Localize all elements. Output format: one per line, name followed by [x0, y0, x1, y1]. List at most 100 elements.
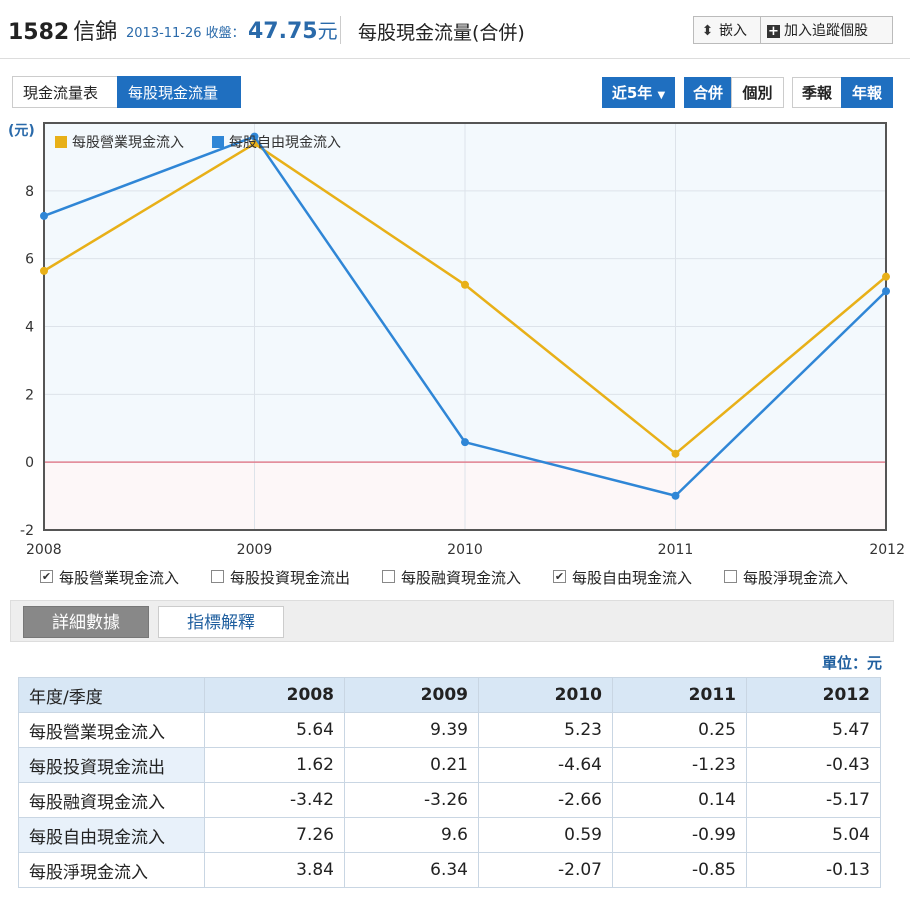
table-cell: -5.17 — [746, 782, 881, 818]
legend-label: 每股營業現金流入 — [72, 135, 184, 151]
toggle-consolidated[interactable]: 合併 — [684, 77, 732, 108]
series-toggle-operating[interactable]: ✔ 每股營業現金流入 — [40, 568, 179, 588]
series-toggle-label: 每股融資現金流入 — [401, 569, 522, 587]
x-tick-label: 2009 — [237, 542, 273, 558]
page-title: 每股現金流量(合併) — [358, 22, 525, 44]
header-rule — [0, 58, 910, 59]
table-cell: 1.62 — [204, 747, 345, 783]
table-header-cell: 2008 — [204, 677, 345, 713]
table-cell: 6.34 — [344, 852, 479, 888]
table-cell: -0.43 — [746, 747, 881, 783]
toggle-individual[interactable]: 個別 — [731, 77, 784, 108]
table-cell: 9.39 — [344, 712, 479, 748]
series-toggle-label: 每股自由現金流入 — [572, 569, 693, 587]
y-tick-label: 2 — [25, 387, 34, 403]
table-cell: -0.99 — [612, 817, 747, 853]
checkbox-icon — [382, 570, 395, 583]
plot-frame — [43, 122, 887, 531]
series-toggle-investing[interactable]: 每股投資現金流出 — [211, 568, 350, 588]
embed-button[interactable]: ⬍ 嵌入 — [693, 16, 761, 44]
stock-code: 1582 — [8, 20, 70, 45]
table-cell: -0.85 — [612, 852, 747, 888]
table-cell: 5.64 — [204, 712, 345, 748]
y-tick-label: 0 — [25, 455, 34, 471]
table-cell: 0.21 — [344, 747, 479, 783]
y-tick-label: 6 — [25, 252, 34, 268]
page-header: 1582 信錦 2013-11-26 收盤： 47.75元 每股現金流量(合併) … — [0, 0, 910, 60]
tab-per-share-cash-flow[interactable]: 每股現金流量 — [117, 76, 241, 108]
checkbox-icon: ✔ — [553, 570, 566, 583]
tab-detail-data[interactable]: 詳細數據 — [23, 606, 149, 638]
checkbox-icon — [724, 570, 737, 583]
close-price: 47.75元 — [248, 15, 338, 44]
y-tick-label: 4 — [25, 320, 34, 336]
series-toggle-label: 每股淨現金流入 — [743, 569, 849, 587]
y-tick-label: -2 — [20, 523, 34, 539]
checkbox-icon: ✔ — [40, 570, 53, 583]
tab-cash-flow-statement[interactable]: 現金流量表 — [12, 76, 118, 108]
toggle-annual[interactable]: 年報 — [841, 77, 893, 108]
table-row: 每股自由現金流入 7.26 9.6 0.59 -0.99 5.04 — [18, 817, 881, 853]
table-row: 每股投資現金流出 1.62 0.21 -4.64 -1.23 -0.43 — [18, 747, 881, 783]
series-toggle-label: 每股營業現金流入 — [59, 569, 180, 587]
row-label: 每股投資現金流出 — [18, 747, 205, 783]
table-cell: -3.26 — [344, 782, 479, 818]
close-date: 2013-11-26 收盤： — [126, 26, 245, 41]
table-cell: 5.47 — [746, 712, 881, 748]
x-tick-label: 2012 — [869, 542, 905, 558]
x-tick-label: 2011 — [658, 542, 694, 558]
table-cell: -2.07 — [478, 852, 613, 888]
toggle-quarterly[interactable]: 季報 — [792, 77, 842, 108]
checkbox-icon — [211, 570, 224, 583]
series-toggle-financing[interactable]: 每股融資現金流入 — [382, 568, 521, 588]
table-cell: 3.84 — [204, 852, 345, 888]
stock-title: 1582 信錦 — [8, 14, 117, 46]
header-divider — [340, 16, 341, 44]
series-toggle-free[interactable]: ✔ 每股自由現金流入 — [553, 568, 692, 588]
table-row: 每股淨現金流入 3.84 6.34 -2.07 -0.85 -0.13 — [18, 852, 881, 888]
data-point — [40, 211, 48, 220]
table-cell: 0.59 — [478, 817, 613, 853]
table-header-cell: 2009 — [344, 677, 479, 713]
row-label: 每股自由現金流入 — [18, 817, 205, 853]
data-point — [40, 266, 48, 275]
table-cell: 5.04 — [746, 817, 881, 853]
table-cell: -4.64 — [478, 747, 613, 783]
chart-svg: -2 0 2 4 6 8 (元) 2008 2009 2010 2011 2012 每股營業現金流入 每股… — [8, 122, 905, 558]
table-cell: 5.23 — [478, 712, 613, 748]
data-point — [671, 449, 680, 458]
table-cell: -2.66 — [478, 782, 613, 818]
row-label: 每股營業現金流入 — [18, 712, 205, 748]
row-label: 每股淨現金流入 — [18, 852, 205, 888]
table-cell: -0.13 — [746, 852, 881, 888]
series-toggle-net[interactable]: 每股淨現金流入 — [724, 568, 848, 588]
table-cell: 0.14 — [612, 782, 747, 818]
range-dropdown[interactable]: 近5年 ▼ — [602, 77, 675, 108]
table-row: 每股營業現金流入 5.64 9.39 5.23 0.25 5.47 — [18, 712, 881, 748]
table-cell: 0.25 — [612, 712, 747, 748]
detail-tab-bar: 詳細數據 指標解釋 — [10, 600, 894, 642]
y-axis-label: (元) — [8, 123, 35, 139]
y-tick-label: 8 — [25, 184, 34, 200]
table-header-cell: 2011 — [612, 677, 747, 713]
x-tick-label: 2010 — [447, 542, 483, 558]
data-point — [882, 287, 890, 296]
tab-indicator-explanation[interactable]: 指標解釋 — [158, 606, 284, 638]
table-header-cell: 年度/季度 — [18, 677, 205, 713]
range-label: 近5年 — [611, 84, 653, 102]
embed-label: 嵌入 — [719, 23, 747, 39]
price-value: 47.75 — [248, 19, 318, 44]
table-header-row: 年度/季度 2008 2009 2010 2011 2012 — [18, 677, 881, 713]
price-unit: 元 — [317, 19, 338, 43]
row-label: 每股融資現金流入 — [18, 782, 205, 818]
cash-flow-chart: -2 0 2 4 6 8 (元) 2008 2009 2010 2011 2012 每股營業現金流入 每股… — [0, 118, 910, 563]
data-point — [461, 438, 469, 447]
stock-name: 信錦 — [73, 20, 118, 45]
series-toggle-label: 每股投資現金流出 — [230, 569, 351, 587]
table-header-cell: 2010 — [478, 677, 613, 713]
data-point — [671, 491, 680, 500]
embed-icon: ⬍ — [701, 23, 714, 39]
add-track-button[interactable]: + 加入追蹤個股 — [760, 16, 893, 44]
table-cell: -3.42 — [204, 782, 345, 818]
table-row: 每股融資現金流入 -3.42 -3.26 -2.66 0.14 -5.17 — [18, 782, 881, 818]
